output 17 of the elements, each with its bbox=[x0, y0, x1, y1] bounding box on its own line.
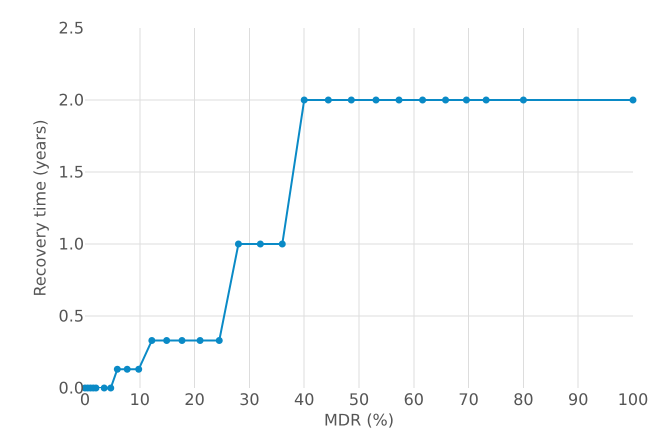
x-tick-label: 50 bbox=[348, 390, 370, 409]
x-tick-label: 90 bbox=[568, 390, 588, 409]
x-tick-label: 70 bbox=[458, 390, 479, 409]
y-tick-label: 1.0 bbox=[58, 234, 84, 254]
x-tick-label: 20 bbox=[184, 390, 205, 409]
y-axis-title: Recovery time (years) bbox=[30, 119, 50, 297]
x-tick-label: 80 bbox=[513, 390, 534, 409]
y-tick-label: 0.5 bbox=[58, 306, 84, 326]
x-tick-label: 30 bbox=[239, 390, 260, 409]
x-tick-label: 10 bbox=[130, 390, 150, 409]
y-tick-label: 1.5 bbox=[58, 162, 84, 182]
y-tick-label: 2.0 bbox=[58, 90, 84, 110]
y-tick-label: 2.5 bbox=[58, 18, 84, 38]
x-tick-label: 100 bbox=[618, 390, 648, 409]
x-tick-label: 40 bbox=[294, 390, 314, 409]
x-axis-title: MDR (%) bbox=[324, 410, 394, 430]
x-tick-label: 60 bbox=[404, 390, 424, 409]
